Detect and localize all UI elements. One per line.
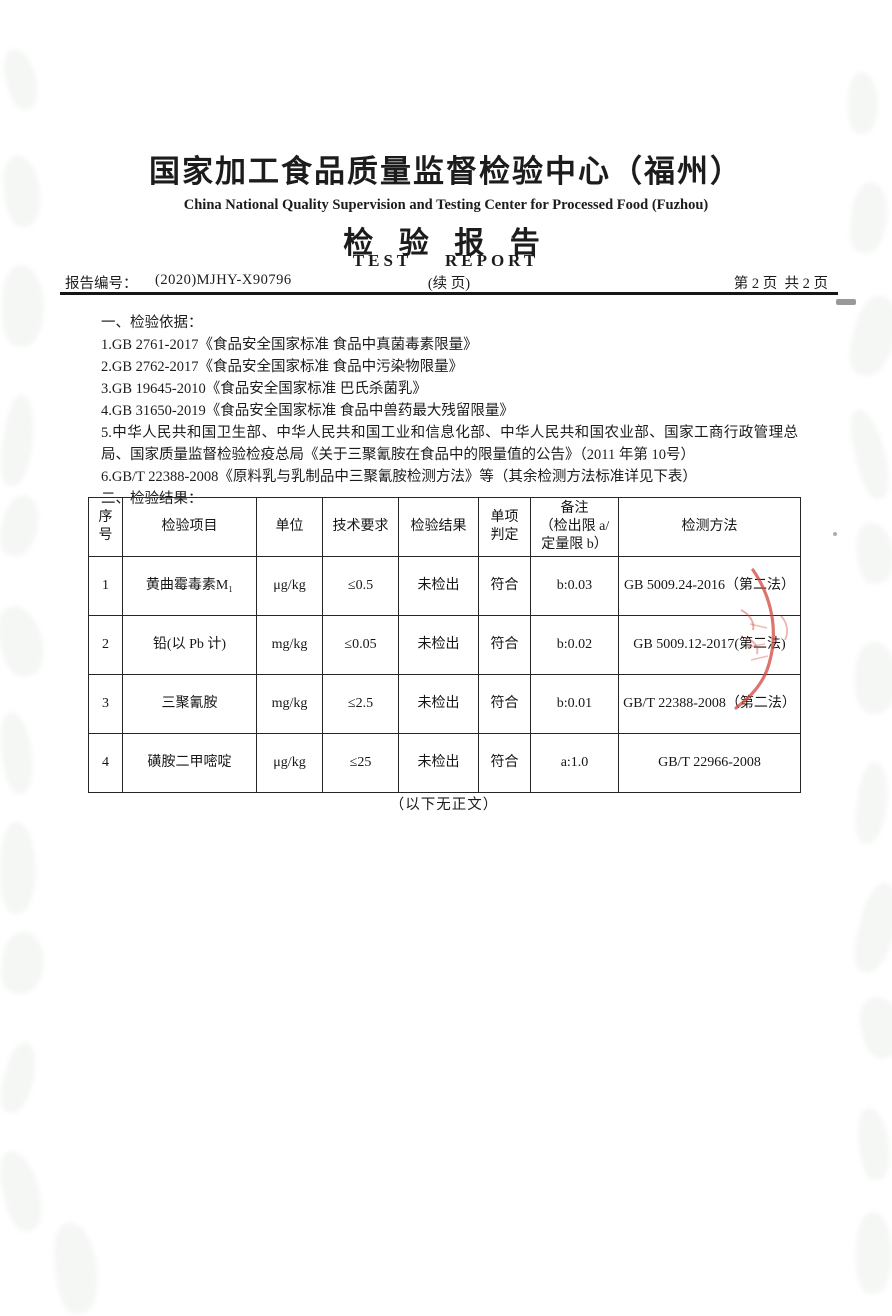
col-header-result: 检验结果 <box>398 497 479 557</box>
report-title-cn: 检 验 报 告 <box>343 227 549 260</box>
org-title-en: China National Quality Supervision and T… <box>183 197 709 213</box>
continuation-note: (续 页) <box>427 276 471 292</box>
cell-item: 三聚氰胺 <box>122 674 257 734</box>
org-title-cn: 国家加工食品质量监督检验中心（福州） <box>149 154 743 189</box>
scan-ghost-blob <box>856 1212 892 1294</box>
scan-ghost-blob <box>0 1146 49 1236</box>
cell-result: 未检出 <box>398 674 479 734</box>
cell-remark: b:0.02 <box>530 615 619 675</box>
scan-ghost-blob <box>0 491 45 561</box>
cell-no: 2 <box>88 615 123 675</box>
scan-ghost-blob <box>852 760 892 846</box>
col-header-method: 检测方法 <box>618 497 801 557</box>
table-row: 4 磺胺二甲嘧啶 μg/kg ≤25 未检出 符合 a:1.0 GB/T 229… <box>88 733 801 793</box>
report-body-text: 一、检验依据： 1.GB 2761-2017《食品安全国家标准 食品中真菌毒素限… <box>101 312 798 510</box>
section-title-basis: 一、检验依据： <box>101 315 203 331</box>
basis-item: 5.中华人民共和国卫生部、中华人民共和国工业和信息化部、中华人民共和国农业部、国… <box>101 425 798 463</box>
cell-unit: μg/kg <box>256 733 323 793</box>
cell-remark: b:0.03 <box>530 556 619 616</box>
page-indicator: 第 2 页 共 2 页 <box>733 276 828 292</box>
cell-result: 未检出 <box>398 615 479 675</box>
cell-method: GB 5009.12-2017(第二法) <box>618 615 801 675</box>
scan-ghost-blob <box>848 72 878 134</box>
scan-ghost-blob <box>844 405 892 503</box>
report-meta-line: 报告编号： (2020)MJHY-X90796 (续 页) 第 2 页 共 2 … <box>60 272 838 292</box>
scan-ghost-blob <box>0 929 48 997</box>
scan-ghost-blob <box>0 600 51 682</box>
cell-item: 磺胺二甲嘧啶 <box>122 733 257 793</box>
scan-ghost-blob <box>854 1106 892 1182</box>
basis-item: 4.GB 31650-2019《食品安全国家标准 食品中兽药最大残留限量》 <box>101 403 514 419</box>
table-header-row: 序 号 检验项目 单位 技术要求 检验结果 单项 判定 备注 （检出限 a/ 定… <box>88 497 801 557</box>
scan-speck <box>833 532 837 536</box>
cell-judgment: 符合 <box>478 674 531 734</box>
col-header-judgment: 单项 判定 <box>478 497 531 557</box>
basis-item: 3.GB 19645-2010《食品安全国家标准 巴氏杀菌乳》 <box>101 381 427 397</box>
basis-item: 2.GB 2762-2017《食品安全国家标准 食品中污染物限量》 <box>101 359 464 375</box>
report-title-en: TEST REPORT <box>352 251 540 270</box>
cell-method: GB 5009.24-2016（第二法） <box>618 556 801 616</box>
header-divider <box>60 292 838 295</box>
scan-ghost-blob <box>0 822 36 914</box>
table-row: 1 黄曲霉毒素M₁ μg/kg ≤0.5 未检出 符合 b:0.03 GB 50… <box>88 556 801 616</box>
report-number: (2020)MJHY-X90796 <box>155 272 292 288</box>
scanned-test-report-page: { "header": { "org_cn": "国家加工食品质量监督检验中心（… <box>0 45 892 1236</box>
cell-unit: μg/kg <box>256 556 323 616</box>
col-header-unit: 单位 <box>256 497 323 557</box>
table-row: 2 铅(以 Pb 计) mg/kg ≤0.05 未检出 符合 b:0.02 GB… <box>88 615 801 675</box>
col-header-item: 检验项目 <box>122 497 257 557</box>
end-of-text-note: （以下无正文） <box>389 797 499 813</box>
table-row: 3 三聚氰胺 mg/kg ≤2.5 未检出 符合 b:0.01 GB/T 223… <box>88 674 801 734</box>
cell-no: 1 <box>88 556 123 616</box>
cell-requirement: ≤0.05 <box>322 615 399 675</box>
cell-method: GB/T 22388-2008（第二法） <box>618 674 801 734</box>
scan-ghost-blob <box>0 393 39 489</box>
cell-no: 3 <box>88 674 123 734</box>
cell-unit: mg/kg <box>256 674 323 734</box>
cell-item: 黄曲霉毒素M₁ <box>122 556 257 616</box>
scan-ghost-blob <box>854 991 892 1063</box>
cell-judgment: 符合 <box>478 733 531 793</box>
cell-remark: b:0.01 <box>530 674 619 734</box>
scan-ghost-blob <box>853 520 892 586</box>
results-table: 序 号 检验项目 单位 技术要求 检验结果 单项 判定 备注 （检出限 a/ 定… <box>88 497 801 793</box>
scan-ghost-blob <box>0 710 37 796</box>
scan-speck <box>836 299 856 305</box>
basis-item: 1.GB 2761-2017《食品安全国家标准 食品中真菌毒素限量》 <box>101 337 478 353</box>
cell-item: 铅(以 Pb 计) <box>122 615 257 675</box>
cell-requirement: ≤2.5 <box>322 674 399 734</box>
cell-requirement: ≤0.5 <box>322 556 399 616</box>
cell-judgment: 符合 <box>478 556 531 616</box>
scan-ghost-blob <box>0 1039 43 1117</box>
col-header-remark: 备注 （检出限 a/ 定量限 b） <box>530 497 619 557</box>
cell-result: 未检出 <box>398 556 479 616</box>
col-header-no: 序 号 <box>88 497 123 557</box>
cell-result: 未检出 <box>398 733 479 793</box>
basis-item: 6.GB/T 22388-2008《原料乳与乳制品中三聚氰胺检测方法》等（其余检… <box>101 469 697 485</box>
scan-ghost-blob <box>0 45 44 113</box>
cell-unit: mg/kg <box>256 615 323 675</box>
col-header-requirement: 技术要求 <box>322 497 399 557</box>
cell-remark: a:1.0 <box>530 733 619 793</box>
scan-ghost-blob <box>848 879 892 977</box>
scan-ghost-blob <box>855 642 892 714</box>
scan-ghost-blob <box>2 265 44 347</box>
report-number-label: 报告编号： <box>65 276 138 292</box>
scan-ghost-blob <box>49 1219 103 1316</box>
cell-no: 4 <box>88 733 123 793</box>
cell-judgment: 符合 <box>478 615 531 675</box>
cell-requirement: ≤25 <box>322 733 399 793</box>
cell-method: GB/T 22966-2008 <box>618 733 801 793</box>
